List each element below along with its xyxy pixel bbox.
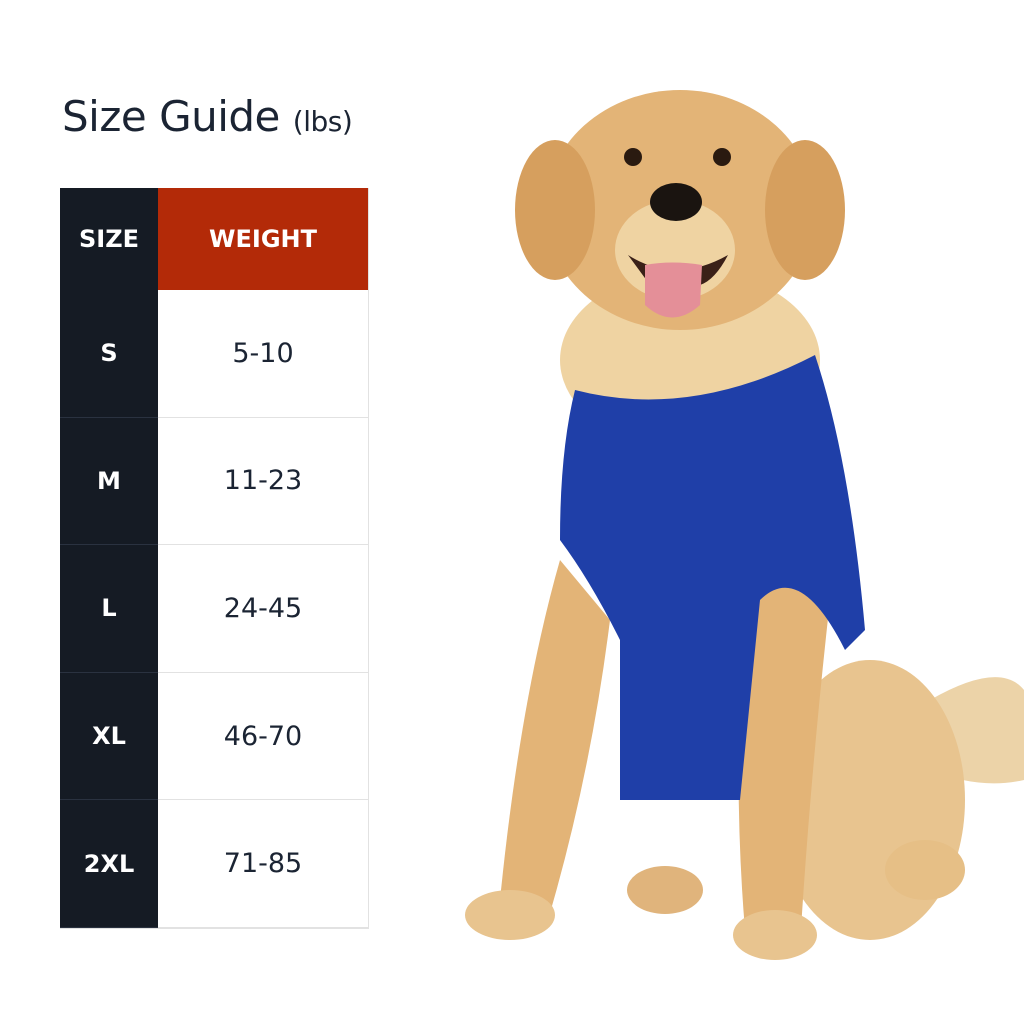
page-title: Size Guide (lbs) <box>62 92 353 141</box>
header-size: SIZE <box>60 188 158 290</box>
size-cell: XL <box>60 672 158 801</box>
dog-in-vest-photo <box>465 90 1024 960</box>
size-cell: 2XL <box>60 800 158 928</box>
size-cell: S <box>60 290 158 418</box>
weight-cell: 24-45 <box>158 545 368 673</box>
table-row: M 11-23 <box>60 417 368 546</box>
table-row: 2XL 71-85 <box>60 800 368 928</box>
weight-cell: 71-85 <box>158 800 368 928</box>
title-main: Size Guide <box>62 92 280 141</box>
table-header-row: SIZE WEIGHT <box>60 188 368 290</box>
weight-cell: 11-23 <box>158 418 368 546</box>
header-weight: WEIGHT <box>158 188 368 290</box>
table-row: XL 46-70 <box>60 672 368 801</box>
table-row: S 5-10 <box>60 290 368 418</box>
size-cell: M <box>60 417 158 546</box>
size-cell: L <box>60 545 158 673</box>
title-unit: (lbs) <box>292 105 353 138</box>
weight-cell: 46-70 <box>158 673 368 801</box>
size-guide-table: SIZE WEIGHT S 5-10 M 11-23 L 24-45 XL 46… <box>60 188 369 929</box>
table-row: L 24-45 <box>60 545 368 673</box>
weight-cell: 5-10 <box>158 290 368 418</box>
